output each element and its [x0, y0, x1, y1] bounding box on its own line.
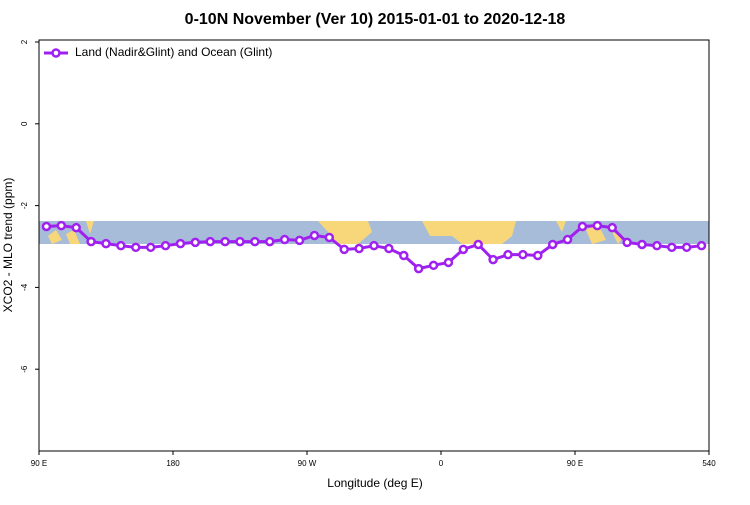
data-point: [488, 254, 498, 265]
land: [556, 221, 624, 244]
data-point: [592, 220, 603, 231]
x-tick-label: 90 W: [298, 459, 317, 468]
data-point: [458, 244, 469, 255]
map-strip: [39, 221, 709, 244]
y-tick-label: -2: [20, 201, 29, 209]
data-point: [354, 243, 364, 254]
y-tick-label: 2: [20, 39, 29, 44]
y-tick-label: 0: [20, 121, 29, 126]
legend-marker: [51, 48, 61, 58]
data-point: [250, 236, 260, 247]
data-point: [577, 221, 588, 232]
ocean-band: [39, 221, 709, 244]
data-point: [503, 249, 513, 260]
data-point: [86, 236, 96, 247]
data-point: [71, 222, 81, 233]
data-point: [696, 240, 707, 251]
data-point: [309, 230, 320, 241]
data-point: [339, 244, 349, 255]
data-point: [681, 242, 692, 253]
x-tick-label: 90 E: [567, 459, 583, 468]
land: [318, 221, 372, 244]
data-point: [473, 239, 483, 250]
data-point: [667, 242, 677, 253]
data-point: [279, 234, 290, 245]
legend-label: Land (Nadir&Glint) and Ocean (Glint): [75, 45, 272, 59]
data-point: [160, 240, 171, 251]
y-tick-label: -4: [20, 283, 29, 291]
data-point: [399, 250, 409, 261]
data-point: [175, 238, 186, 249]
x-tick-label: 0: [439, 459, 444, 468]
data-point: [637, 239, 647, 250]
data-point: [205, 236, 215, 247]
data-point: [131, 242, 141, 253]
data-point: [41, 221, 52, 232]
data-point: [607, 222, 617, 233]
x-tick-label: 90 E: [31, 459, 47, 468]
data-point: [533, 250, 543, 261]
y-axis-label: XCO2 - MLO trend (ppm): [1, 178, 15, 313]
data-point: [652, 240, 662, 251]
data-point: [235, 236, 245, 247]
data-point: [562, 234, 573, 245]
data-point: [547, 239, 558, 250]
y-tick-label: -6: [20, 365, 29, 373]
data-point: [220, 236, 230, 247]
data-point: [145, 242, 156, 253]
data-point: [428, 260, 439, 271]
data-point: [116, 240, 126, 251]
plot-frame: [38, 39, 710, 452]
data-point: [622, 237, 632, 248]
x-tick-label: 540: [702, 459, 716, 468]
data-point: [190, 237, 201, 248]
data-point: [324, 232, 335, 243]
data-point: [369, 240, 379, 251]
land: [422, 221, 516, 244]
data-point: [265, 236, 275, 247]
data-point: [443, 257, 454, 268]
data-point: [294, 235, 305, 246]
x-axis-label: Longitude (deg E): [327, 476, 422, 490]
land: [48, 221, 94, 244]
data-point: [56, 220, 67, 231]
x-tick-label: 180: [166, 459, 180, 468]
data-point: [518, 249, 528, 260]
chart-title: 0-10N November (Ver 10) 2015-01-01 to 20…: [185, 11, 566, 28]
data-point: [413, 263, 424, 274]
data-point: [101, 238, 111, 249]
data-point: [384, 243, 394, 254]
